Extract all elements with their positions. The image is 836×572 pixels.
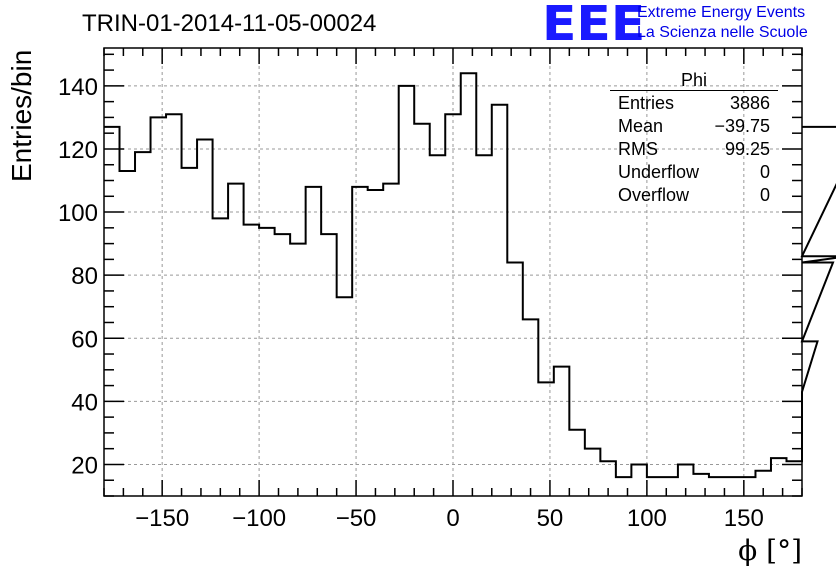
y-axis-label: Entries/bin	[6, 49, 37, 182]
x-tick-label: −150	[135, 505, 189, 532]
stats-row-entries: Entries 3886	[610, 92, 778, 115]
stats-box-title: Phi	[610, 70, 778, 91]
stats-row-underflow: Underflow 0	[610, 161, 778, 184]
x-axis-label: ϕ [°]	[738, 534, 802, 567]
x-tick-label: 50	[537, 505, 564, 532]
stats-label: Mean	[618, 116, 664, 136]
logo-subtitle-line1: Extreme Energy Events	[637, 4, 806, 21]
stats-value: 3886	[729, 93, 770, 113]
eee-logo: EEE	[542, 0, 646, 52]
stats-row-rms: RMS 99.25	[610, 138, 778, 161]
stats-label: Underflow	[618, 162, 700, 182]
y-tick-label: 140	[58, 74, 98, 101]
stats-value: −39.75	[714, 116, 770, 136]
x-tick-label: 0	[446, 505, 459, 532]
y-tick-label: 20	[71, 452, 98, 479]
chart-title: TRIN-01-2014-11-05-00024	[82, 10, 377, 37]
x-tick-label: 100	[627, 505, 667, 532]
stats-label: Entries	[618, 93, 675, 113]
y-tick-label: 80	[71, 263, 98, 290]
stats-label: RMS	[618, 139, 658, 159]
logo-subtitle-line2: La Scienza nelle Scuole	[637, 24, 808, 41]
y-tick-label: 100	[58, 200, 98, 227]
y-tick-label: 40	[71, 389, 98, 416]
x-tick-label: −100	[232, 505, 286, 532]
stats-row-overflow: Overflow 0	[610, 184, 778, 207]
x-tick-label: 150	[724, 505, 764, 532]
stats-label: Overflow	[618, 185, 690, 205]
stats-value: 0	[759, 185, 770, 205]
stats-value: 0	[759, 162, 770, 182]
y-tick-label: 120	[58, 137, 98, 164]
stats-row-mean: Mean −39.75	[610, 115, 778, 138]
stats-value: 99.25	[724, 139, 770, 159]
stats-box: Phi Entries 3886 Mean −39.75 RMS 99.25 U…	[610, 70, 778, 207]
axis-tick-labels: −150 −100 −50 0 50 100 150 20 40 60 80 100 120 140	[58, 74, 764, 532]
histogram-step-line	[104, 72, 836, 479]
x-tick-label: −50	[336, 505, 377, 532]
y-tick-label: 60	[71, 326, 98, 353]
grid-lines	[104, 48, 802, 496]
axis-ticks	[103, 48, 803, 497]
